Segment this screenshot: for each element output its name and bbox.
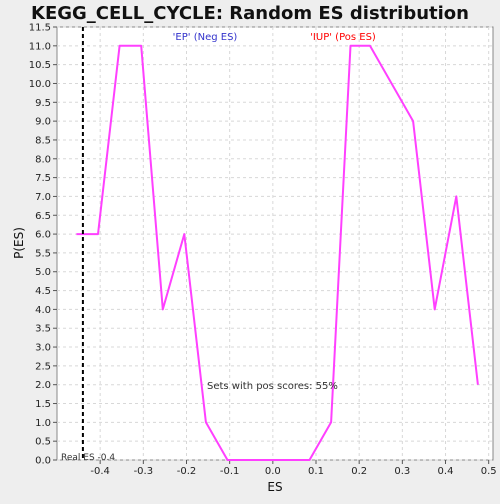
x-tick-label: 0.5: [481, 466, 497, 477]
x-tick-label: 0.2: [351, 466, 367, 477]
y-tick-label: 6.5: [35, 211, 51, 222]
grid-lines: [57, 26, 493, 461]
y-tick-label: 4.0: [35, 305, 51, 316]
x-tick-label: 0.0: [265, 466, 281, 477]
y-axis-label: P(ES): [12, 227, 26, 259]
y-tick-label: 6.0: [35, 230, 51, 241]
y-tick-label: 10.5: [29, 60, 51, 71]
y-tick-label: 7.0: [35, 192, 51, 203]
y-tick-label: 7.5: [35, 173, 51, 184]
y-tick-label: 10.0: [29, 79, 51, 90]
x-axis: -0.4 -0.3 -0.2 -0.1 0.0 0.1 0.2 0.3 0.4 0.5: [90, 460, 497, 477]
y-tick-label: 1.5: [35, 399, 51, 410]
y-tick-label: 3.0: [35, 343, 51, 354]
x-tick-label: 0.3: [394, 466, 410, 477]
y-tick-label: 3.5: [35, 324, 51, 335]
pos-es-label: 'IUP' (Pos ES): [310, 32, 376, 43]
y-tick-label: 9.5: [35, 98, 51, 109]
x-tick-label: -0.4: [90, 466, 110, 477]
y-axis: 0.0 0.5 1.0 1.5 2.0 2.5 3.0 3.5 4.0 4.5 5.0 5.5 6.0 6…: [29, 23, 57, 467]
x-tick-label: -0.3: [134, 466, 154, 477]
y-tick-label: 11.0: [29, 41, 51, 52]
y-tick-label: 8.0: [35, 154, 51, 165]
plot-background: [56, 26, 494, 461]
y-tick-label: 0.5: [35, 437, 51, 448]
x-tick-label: -0.1: [220, 466, 240, 477]
y-tick-label: 5.0: [35, 267, 51, 278]
y-tick-label: 5.5: [35, 248, 51, 259]
neg-es-label: 'EP' (Neg ES): [173, 32, 238, 43]
sets-pos-score-annotation: Sets with pos scores: 55%: [207, 381, 338, 392]
y-tick-label: 11.5: [29, 23, 51, 34]
real-es-label: Real ES -0.4: [61, 453, 115, 463]
x-tick-label: 0.4: [438, 466, 454, 477]
x-axis-label: ES: [267, 480, 282, 494]
y-tick-label: 0.0: [35, 456, 51, 467]
chart-title: KEGG_CELL_CYCLE: Random ES distribution: [31, 3, 469, 24]
y-tick-label: 4.5: [35, 286, 51, 297]
x-tick-label: 0.1: [308, 466, 324, 477]
y-tick-label: 2.5: [35, 361, 51, 372]
y-tick-label: 2.0: [35, 380, 51, 391]
y-tick-label: 8.5: [35, 135, 51, 146]
series-line: [76, 44, 479, 461]
plot-area: [56, 26, 494, 461]
y-tick-label: 1.0: [35, 418, 51, 429]
series-group: [76, 44, 479, 461]
x-tick-label: -0.2: [177, 466, 197, 477]
y-tick-label: 9.0: [35, 117, 51, 128]
